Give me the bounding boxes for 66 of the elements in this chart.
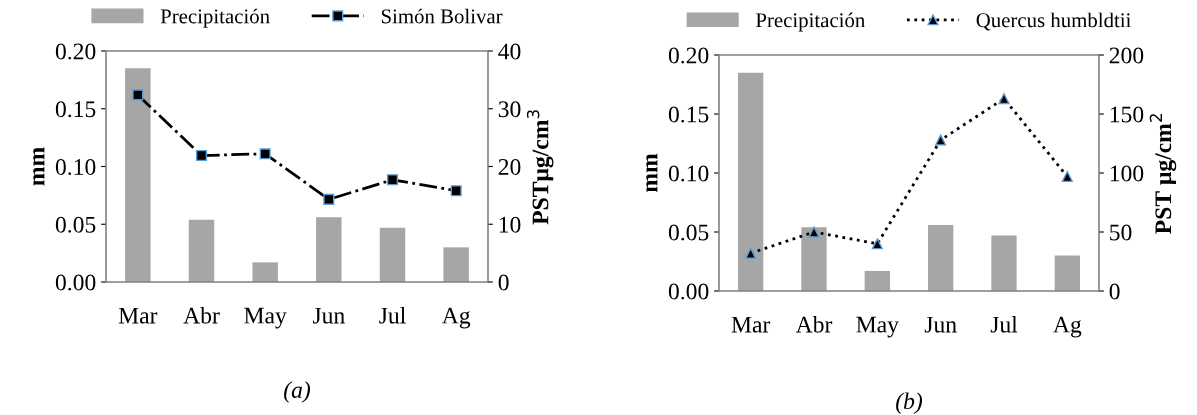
x-tick-label: Abr [183,307,220,324]
x-tick-label: May [856,316,899,338]
legend-label: Precipitación [160,8,270,28]
y-tick-label: 0.05 [55,216,96,233]
point [450,185,462,197]
point [323,193,335,205]
point [808,226,820,238]
bar [991,235,1017,291]
y2-tick-label: 20 [498,158,521,175]
x-tick-label: Jun [312,307,345,324]
y2-tick-label: 200 [1109,47,1144,64]
point [386,174,399,186]
bar [316,217,342,282]
bar [443,247,469,282]
bar [928,224,954,291]
point [195,149,208,162]
text: (a) [284,381,311,403]
bar [738,72,764,291]
legend-label: Precipitación [755,12,865,32]
y-tick-label: 0.05 [668,224,709,241]
bar [252,262,278,282]
point [259,148,271,160]
bar [188,219,215,282]
bar [1054,255,1080,291]
y2-tick-label: 50 [1110,224,1132,241]
text: (b) [896,392,923,414]
x-tick-label: Mar [118,307,158,324]
x-tick-label: May [244,307,287,329]
y2-axis-title: PSTμg/cm$^{3}$ [526,110,554,225]
y2-tick-label: 0 [498,274,509,291]
point [935,134,947,146]
x-tick-label: Jul [990,316,1018,333]
x-tick-label: Mar [731,316,771,333]
y2-tick-label: 40 [498,43,521,60]
x-tick-label: Ag [1053,316,1082,338]
y2-tick-label: 30 [498,101,521,118]
point [132,89,144,101]
legend-label: Simón Bolivar [381,8,503,24]
y-axis-title: mm [33,147,45,186]
y-axis-title: mm [646,153,658,193]
y2-axis-title: PST μg/cm$^{2}$ [1149,114,1177,234]
legend-label: Quercus humbldtii [976,12,1131,31]
bar [125,68,151,282]
point [1061,170,1073,183]
x-tick-label: Abr [795,316,833,333]
y-tick-label: 0.15 [55,101,96,118]
x-tick-label: Jun [924,316,957,333]
bar [864,270,890,291]
y2-tick-label: 0 [1109,283,1120,300]
y2-tick-label: 150 [1110,106,1144,123]
y-tick-label: 0.00 [55,274,96,291]
y-tick-label: 0.10 [668,165,709,182]
point [998,93,1010,105]
y-tick-label: 0.20 [668,47,709,64]
y-tick-label: 0.15 [668,106,709,123]
point [745,247,757,259]
x-tick-label: Ag [441,307,471,329]
y2-tick-label: 100 [1110,165,1144,182]
point [871,238,883,250]
y-tick-label: 0.00 [668,283,709,300]
x-tick-label: Jul [379,307,406,324]
y-tick-label: 0.10 [55,158,96,176]
y2-tick-label: 10 [499,216,521,233]
bar [379,227,406,282]
y-tick-label: 0.20 [55,43,96,60]
bar [801,227,827,291]
